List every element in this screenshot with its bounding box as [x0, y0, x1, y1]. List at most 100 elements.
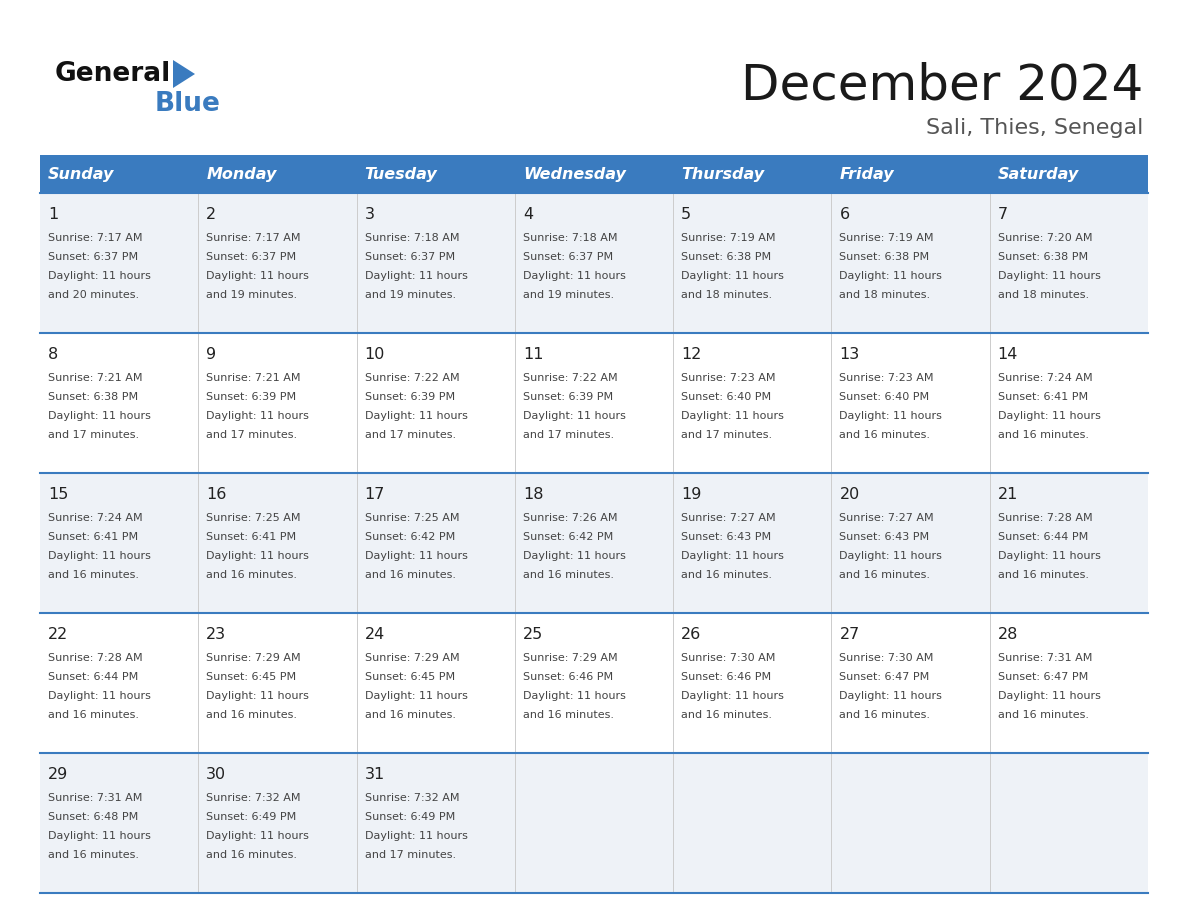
Text: 17: 17	[365, 487, 385, 502]
Text: and 18 minutes.: and 18 minutes.	[998, 290, 1089, 300]
Text: Daylight: 11 hours: Daylight: 11 hours	[48, 551, 151, 561]
Text: Sunset: 6:41 PM: Sunset: 6:41 PM	[207, 532, 297, 542]
Text: Sunset: 6:38 PM: Sunset: 6:38 PM	[48, 392, 138, 402]
Text: 7: 7	[998, 207, 1007, 222]
Text: 9: 9	[207, 347, 216, 362]
Text: 21: 21	[998, 487, 1018, 502]
Text: Sunset: 6:44 PM: Sunset: 6:44 PM	[48, 672, 138, 682]
Text: Daylight: 11 hours: Daylight: 11 hours	[365, 691, 467, 701]
Text: Sunrise: 7:27 AM: Sunrise: 7:27 AM	[840, 513, 934, 523]
Text: Sunset: 6:38 PM: Sunset: 6:38 PM	[840, 252, 929, 262]
Text: Sunset: 6:38 PM: Sunset: 6:38 PM	[998, 252, 1088, 262]
Text: and 16 minutes.: and 16 minutes.	[840, 430, 930, 440]
Text: December 2024: December 2024	[741, 62, 1143, 110]
Text: Sunset: 6:48 PM: Sunset: 6:48 PM	[48, 812, 138, 822]
Text: 29: 29	[48, 767, 68, 782]
Text: Wednesday: Wednesday	[523, 166, 626, 182]
Text: Blue: Blue	[154, 91, 221, 117]
Text: and 16 minutes.: and 16 minutes.	[523, 710, 614, 720]
Text: Daylight: 11 hours: Daylight: 11 hours	[48, 411, 151, 421]
Text: Sunset: 6:37 PM: Sunset: 6:37 PM	[207, 252, 297, 262]
Text: Daylight: 11 hours: Daylight: 11 hours	[681, 271, 784, 281]
Text: Sunrise: 7:32 AM: Sunrise: 7:32 AM	[207, 793, 301, 803]
Text: and 16 minutes.: and 16 minutes.	[681, 570, 772, 580]
Text: Sunrise: 7:29 AM: Sunrise: 7:29 AM	[365, 653, 460, 663]
Text: Sunset: 6:41 PM: Sunset: 6:41 PM	[48, 532, 138, 542]
Bar	[40, 155, 198, 193]
Text: 18: 18	[523, 487, 543, 502]
Text: Daylight: 11 hours: Daylight: 11 hours	[998, 551, 1100, 561]
Text: Sunrise: 7:27 AM: Sunrise: 7:27 AM	[681, 513, 776, 523]
Polygon shape	[173, 60, 195, 88]
Text: 30: 30	[207, 767, 227, 782]
Text: Daylight: 11 hours: Daylight: 11 hours	[207, 691, 309, 701]
Text: Daylight: 11 hours: Daylight: 11 hours	[681, 411, 784, 421]
Text: Daylight: 11 hours: Daylight: 11 hours	[840, 271, 942, 281]
Text: Thursday: Thursday	[681, 166, 764, 182]
Text: Sunrise: 7:20 AM: Sunrise: 7:20 AM	[998, 233, 1092, 243]
Text: and 17 minutes.: and 17 minutes.	[365, 430, 456, 440]
Text: Sunset: 6:37 PM: Sunset: 6:37 PM	[523, 252, 613, 262]
Text: 26: 26	[681, 627, 701, 642]
Text: Monday: Monday	[207, 166, 277, 182]
Text: 2: 2	[207, 207, 216, 222]
Text: Saturday: Saturday	[998, 166, 1079, 182]
Text: Sunrise: 7:18 AM: Sunrise: 7:18 AM	[523, 233, 618, 243]
Text: Sunset: 6:39 PM: Sunset: 6:39 PM	[207, 392, 297, 402]
Bar	[832, 155, 990, 193]
Text: Sunrise: 7:29 AM: Sunrise: 7:29 AM	[207, 653, 301, 663]
Bar	[514, 155, 674, 193]
Text: Sunset: 6:42 PM: Sunset: 6:42 PM	[523, 532, 613, 542]
Bar	[674, 155, 832, 193]
Text: Daylight: 11 hours: Daylight: 11 hours	[48, 271, 151, 281]
Text: and 16 minutes.: and 16 minutes.	[207, 850, 297, 860]
Text: Sunrise: 7:18 AM: Sunrise: 7:18 AM	[365, 233, 459, 243]
Text: and 17 minutes.: and 17 minutes.	[523, 430, 614, 440]
Text: Sunrise: 7:28 AM: Sunrise: 7:28 AM	[998, 513, 1092, 523]
Text: and 20 minutes.: and 20 minutes.	[48, 290, 139, 300]
Text: Sunset: 6:40 PM: Sunset: 6:40 PM	[840, 392, 929, 402]
Text: Daylight: 11 hours: Daylight: 11 hours	[523, 551, 626, 561]
Text: Tuesday: Tuesday	[365, 166, 437, 182]
Text: Sali, Thies, Senegal: Sali, Thies, Senegal	[925, 118, 1143, 138]
Text: 8: 8	[48, 347, 58, 362]
Text: and 16 minutes.: and 16 minutes.	[998, 570, 1088, 580]
Text: 13: 13	[840, 347, 860, 362]
Text: 14: 14	[998, 347, 1018, 362]
Text: Daylight: 11 hours: Daylight: 11 hours	[365, 271, 467, 281]
Text: Sunset: 6:39 PM: Sunset: 6:39 PM	[365, 392, 455, 402]
Text: Sunset: 6:37 PM: Sunset: 6:37 PM	[365, 252, 455, 262]
Text: Sunset: 6:49 PM: Sunset: 6:49 PM	[365, 812, 455, 822]
Text: Sunset: 6:43 PM: Sunset: 6:43 PM	[840, 532, 929, 542]
Text: 4: 4	[523, 207, 533, 222]
Text: Daylight: 11 hours: Daylight: 11 hours	[48, 831, 151, 841]
Bar	[40, 193, 1148, 333]
Text: and 16 minutes.: and 16 minutes.	[840, 570, 930, 580]
Text: and 18 minutes.: and 18 minutes.	[681, 290, 772, 300]
Text: Daylight: 11 hours: Daylight: 11 hours	[840, 691, 942, 701]
Text: 3: 3	[365, 207, 374, 222]
Text: Sunrise: 7:28 AM: Sunrise: 7:28 AM	[48, 653, 143, 663]
Text: Daylight: 11 hours: Daylight: 11 hours	[365, 831, 467, 841]
Text: Sunrise: 7:24 AM: Sunrise: 7:24 AM	[48, 513, 143, 523]
Text: 28: 28	[998, 627, 1018, 642]
Text: Sunrise: 7:19 AM: Sunrise: 7:19 AM	[840, 233, 934, 243]
Text: Sunrise: 7:31 AM: Sunrise: 7:31 AM	[48, 793, 143, 803]
Text: 5: 5	[681, 207, 691, 222]
Text: Sunset: 6:40 PM: Sunset: 6:40 PM	[681, 392, 771, 402]
Bar	[40, 473, 1148, 613]
Text: 15: 15	[48, 487, 69, 502]
Bar	[40, 613, 1148, 753]
Text: Sunset: 6:49 PM: Sunset: 6:49 PM	[207, 812, 297, 822]
Bar	[40, 333, 1148, 473]
Text: 24: 24	[365, 627, 385, 642]
Text: and 16 minutes.: and 16 minutes.	[681, 710, 772, 720]
Text: Daylight: 11 hours: Daylight: 11 hours	[365, 411, 467, 421]
Bar	[198, 155, 356, 193]
Text: Daylight: 11 hours: Daylight: 11 hours	[207, 831, 309, 841]
Text: Daylight: 11 hours: Daylight: 11 hours	[523, 411, 626, 421]
Text: and 19 minutes.: and 19 minutes.	[523, 290, 614, 300]
Bar	[40, 753, 1148, 893]
Text: 22: 22	[48, 627, 68, 642]
Text: and 17 minutes.: and 17 minutes.	[207, 430, 297, 440]
